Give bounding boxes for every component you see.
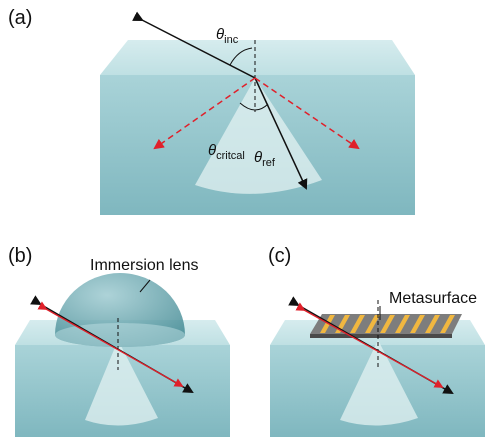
theta-inc: θinc: [216, 26, 239, 46]
critical-ray: [153, 77, 256, 150]
panel-a: (a) θinc θcritcal θref: [8, 7, 415, 215]
critical-ray: [254, 77, 360, 150]
angle-arc: [239, 102, 269, 111]
metasurface-edge: [310, 334, 452, 338]
theta-critical: θcritcal: [208, 142, 245, 162]
panel-label: (c): [268, 245, 291, 267]
theta-ref: θref: [254, 149, 276, 169]
panel-label: (a): [8, 7, 32, 29]
leader: [139, 279, 151, 293]
ray-red: [295, 302, 444, 388]
block-top: [100, 40, 415, 75]
panel-c: (c) Metasurface: [268, 245, 485, 437]
angle-arc: [229, 47, 253, 66]
incident-ray: [132, 11, 256, 79]
panel-label: (b): [8, 245, 32, 267]
ray-red: [37, 301, 184, 387]
callout: Metasurface: [389, 290, 477, 307]
panel-b: (b) Immersion lens: [8, 245, 230, 437]
refracted-ray: [254, 77, 308, 190]
callout: Immersion lens: [90, 257, 198, 274]
lens-base: [55, 323, 185, 347]
light-cone: [195, 78, 322, 194]
